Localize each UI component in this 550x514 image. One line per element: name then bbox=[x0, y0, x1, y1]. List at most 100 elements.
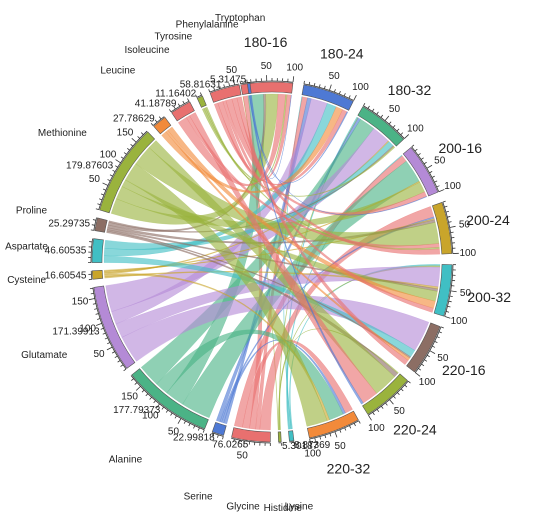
tick-methionine-40 bbox=[102, 188, 107, 191]
tick-220-24-20 bbox=[400, 388, 404, 392]
tick-220-32-0 bbox=[358, 420, 361, 424]
ribbons-layer bbox=[103, 93, 441, 431]
tick-alanine-30 bbox=[188, 423, 191, 427]
arc-180-32 bbox=[357, 106, 405, 147]
arcs-layer bbox=[91, 81, 453, 443]
ribbon-glutamate-to-220-16 bbox=[121, 295, 430, 362]
tick-label-180-32-50: 50 bbox=[389, 104, 401, 115]
tick-baseline-200-32 bbox=[444, 264, 454, 317]
tick-proline-0 bbox=[90, 229, 94, 231]
tick-label-methionine-150: 150 bbox=[117, 127, 134, 138]
tick-baseline-180-24 bbox=[303, 83, 354, 101]
tick-alanine-150 bbox=[135, 386, 141, 391]
tick-220-16-60 bbox=[426, 354, 430, 358]
tick-220-32-40 bbox=[339, 429, 342, 433]
tick-200-16-90 bbox=[436, 185, 440, 188]
arc-serine bbox=[211, 421, 227, 436]
tick-220-24-0 bbox=[407, 380, 411, 384]
tick-180-24-60 bbox=[334, 89, 336, 93]
tick-baseline-alanine bbox=[130, 375, 205, 431]
total-label-serine: 22.99818 bbox=[173, 432, 215, 443]
tick-phenylalanine-30 bbox=[223, 84, 225, 88]
group-label-aspartate: Aspartate bbox=[5, 241, 48, 252]
tick-label-alanine-100: 100 bbox=[142, 411, 159, 422]
tick-glutamate-150 bbox=[88, 298, 95, 301]
tick-alanine-60 bbox=[174, 415, 177, 419]
tick-phenylalanine-20 bbox=[218, 85, 220, 89]
tick-200-24-10 bbox=[444, 205, 448, 208]
tick-220-32-90 bbox=[314, 437, 316, 441]
total-label-tyrosine: 11.16402 bbox=[155, 88, 196, 99]
tick-label-180-24-100: 100 bbox=[352, 82, 369, 93]
arc-methionine bbox=[99, 131, 156, 214]
tick-label-200-16-100: 100 bbox=[444, 181, 461, 192]
tick-glutamate-160 bbox=[90, 293, 94, 295]
tick-220-24-70 bbox=[381, 405, 384, 409]
total-label-methionine: 179.87603 bbox=[66, 161, 114, 172]
total-label-isoleucine: 41.18789 bbox=[135, 99, 177, 110]
total-label-proline: 25.29735 bbox=[48, 218, 90, 229]
ticks-layer: 50 100 50 100 50 100 50 100 50 100 50 100 50 100 50 100… bbox=[72, 61, 477, 462]
tick-baseline-tyrosine bbox=[196, 94, 203, 98]
tick-isoleucine-10 bbox=[173, 106, 176, 110]
tick-220-24-100 bbox=[368, 415, 372, 421]
tick-180-16-100 bbox=[292, 76, 295, 83]
tick-label-glutamate-150: 150 bbox=[72, 297, 89, 308]
group-label-180-16: 180-16 bbox=[244, 34, 288, 50]
tick-220-16-90 bbox=[418, 368, 422, 371]
tick-200-32-50 bbox=[450, 290, 457, 293]
tick-alanine-70 bbox=[170, 412, 173, 416]
tick-220-32-80 bbox=[319, 436, 322, 440]
tick-200-16-20 bbox=[417, 153, 421, 156]
tick-180-16-0 bbox=[239, 80, 241, 84]
tick-label-220-16-50: 50 bbox=[437, 353, 449, 364]
tick-baseline-cysteine bbox=[90, 270, 93, 280]
tick-200-32-90 bbox=[446, 310, 450, 313]
tick-methionine-10 bbox=[97, 203, 101, 206]
arc-220-24 bbox=[362, 373, 408, 415]
tick-baseline-glutamate bbox=[92, 287, 127, 370]
tick-baseline-leucine bbox=[152, 116, 165, 126]
tick-220-32-20 bbox=[349, 425, 352, 429]
tick-alanine-110 bbox=[153, 400, 156, 404]
ribbon-tyrosine-to-180-16 bbox=[205, 94, 288, 182]
arc-200-32 bbox=[433, 264, 453, 317]
tick-200-24-40 bbox=[448, 221, 452, 223]
tick-glycine-70 bbox=[233, 438, 235, 443]
tick-220-16-0 bbox=[440, 326, 444, 329]
total-label-aspartate: 46.60535 bbox=[45, 245, 87, 256]
ribbon-tryptophan-to-220-24 bbox=[249, 95, 364, 405]
tick-180-24-10 bbox=[308, 81, 311, 85]
arc-leucine bbox=[153, 116, 172, 135]
tick-leucine-20 bbox=[158, 116, 162, 120]
tick-180-32-40 bbox=[380, 114, 384, 118]
tick-leucine-0 bbox=[150, 123, 154, 126]
tick-glutamate-110 bbox=[97, 318, 101, 320]
tick-180-32-10 bbox=[367, 105, 370, 109]
tick-methionine-20 bbox=[99, 198, 103, 201]
group-label-phenylalanine: Phenylalanine bbox=[176, 20, 239, 31]
tick-180-24-40 bbox=[324, 85, 326, 89]
tick-alanine-170 bbox=[131, 378, 134, 381]
tick-180-32-20 bbox=[372, 108, 375, 112]
tick-220-32-30 bbox=[344, 427, 347, 431]
tick-200-24-50 bbox=[449, 225, 456, 228]
group-label-220-24: 220-24 bbox=[393, 421, 437, 437]
group-label-200-16: 200-16 bbox=[438, 140, 482, 156]
tick-label-phenylalanine-50: 50 bbox=[226, 65, 238, 76]
arc-glutamate bbox=[93, 285, 136, 369]
tick-label-alanine-50: 50 bbox=[168, 426, 180, 437]
tick-baseline-methionine bbox=[98, 130, 148, 210]
tick-label-glutamate-50: 50 bbox=[93, 349, 105, 360]
tick-isoleucine-0 bbox=[169, 109, 172, 113]
group-label-isoleucine: Isoleucine bbox=[124, 45, 169, 56]
tick-baseline-220-16 bbox=[414, 326, 442, 373]
tick-200-16-50 bbox=[426, 164, 433, 169]
group-label-alanine: Alanine bbox=[109, 455, 143, 466]
tick-methionine-140 bbox=[130, 143, 134, 147]
tick-220-32-10 bbox=[353, 423, 356, 427]
tick-180-32-50 bbox=[384, 115, 390, 121]
tick-220-32-100 bbox=[309, 438, 312, 445]
group-label-serine: Serine bbox=[184, 492, 213, 503]
tick-glutamate-20 bbox=[117, 360, 121, 363]
